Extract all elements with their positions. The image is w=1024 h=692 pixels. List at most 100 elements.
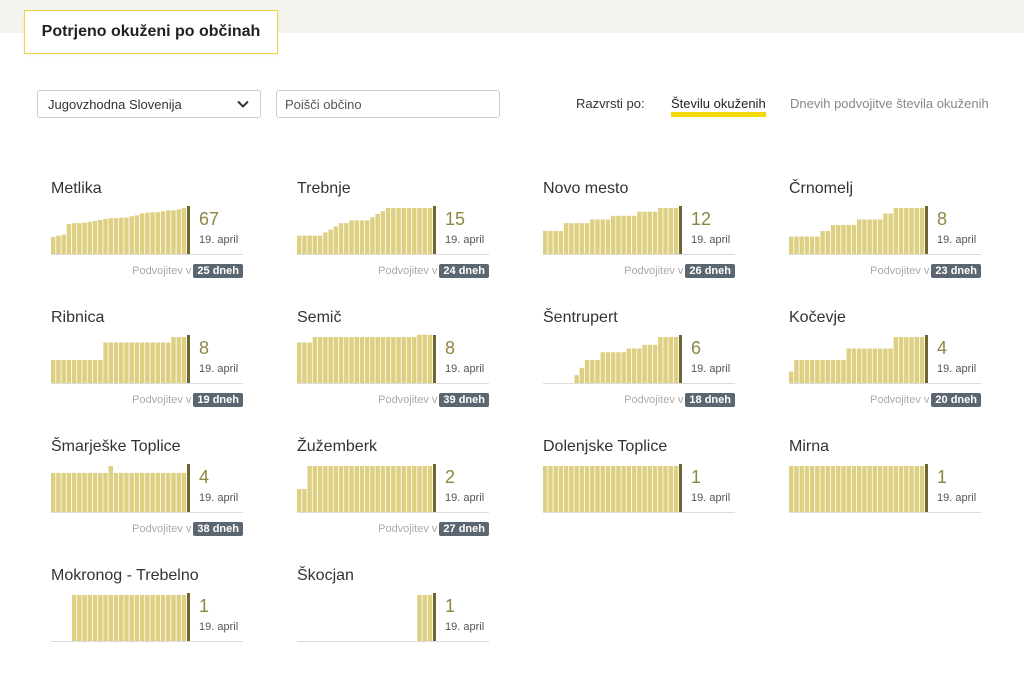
municipality-name: Dolenjske Toplice [543,438,668,455]
chart-bar [616,466,621,512]
chart-bar [401,466,407,512]
chart-bar [584,223,590,254]
chart-bar [794,236,799,254]
municipality-card: Črnomelj 8 19. april Podvojitev v 23 dneh [789,180,981,305]
chart-bar [297,235,302,254]
chart-bar [820,466,825,512]
chart-bar [883,348,888,383]
chart-bar [87,221,93,254]
chart-bar [637,211,642,254]
chart-bar [307,342,312,383]
chart-bar [51,360,56,383]
chart-bar [375,337,380,383]
chart-current-marker [433,335,436,383]
chart-bar [108,466,113,512]
chart-bar [150,472,155,512]
chart-bar [412,337,417,383]
chart-bar [406,208,412,254]
chart-bar [317,235,323,254]
chart-bar [155,342,161,383]
chart-bar [56,472,61,512]
trend-chart [51,593,243,642]
chart-bar [365,220,370,254]
sort-option-cases[interactable]: Številu okuženih [671,96,766,117]
chart-bar [61,360,66,383]
chart-bar [825,360,831,383]
sort-option-doubling[interactable]: Dnevih podvojitve števila okuženih [790,96,989,111]
chart-bar [595,219,600,254]
chart-bar [92,472,98,512]
chart-bar [312,235,318,254]
chart-bar [422,334,427,383]
chart-bar [611,215,616,254]
municipality-name: Trebnje [297,180,351,197]
chart-bar [820,231,825,254]
chart-bar [799,466,804,512]
chart-bar [66,472,72,512]
chart-bar [663,337,668,383]
municipality-name: Kočevje [789,309,846,326]
chart-bar [663,208,668,254]
chart-bar [830,225,836,254]
chart-bar [825,231,831,254]
chart-bar [652,344,658,383]
chart-bar [82,595,87,641]
chart-bar [883,466,888,512]
doubling-info: Podvojitev v 25 dneh [132,264,243,278]
chart-bar [825,466,831,512]
chart-bar [642,466,647,512]
chart-bar [370,217,375,254]
chart-current-marker [679,206,682,254]
chart-bar [898,208,904,254]
chart-bar [872,219,878,254]
chart-bar [427,595,433,641]
chart-current-marker [187,206,190,254]
doubling-badge: 19 dneh [193,393,243,407]
chart-bar [344,337,349,383]
chart-bar [385,208,391,254]
case-date: 19. april [937,492,977,504]
case-date: 19. april [445,363,485,375]
chart-bar [877,219,883,254]
chart-bar [611,352,616,383]
chart-bar [626,215,632,254]
chart-bar [145,472,150,512]
chart-bar [846,466,851,512]
chart-bar [297,342,302,383]
chart-bar [87,472,93,512]
chart-bar [794,360,799,383]
chart-bar [139,472,145,512]
trend-chart [297,464,489,513]
chart-bar [652,466,658,512]
chart-bar [92,360,98,383]
chart-bar [877,466,883,512]
chart-bar [396,466,401,512]
chart-bar [563,466,569,512]
chart-bar [87,595,93,641]
search-input[interactable] [276,90,500,118]
doubling-info: Podvojitev v 38 dneh [132,522,243,536]
chart-bar [71,472,77,512]
chart-bar [119,342,124,383]
chart-bar [605,219,611,254]
municipality-name: Šentrupert [543,309,618,326]
chart-bar [171,472,176,512]
chart-bar [385,466,391,512]
chart-bar [354,337,359,383]
chart-bar [862,219,867,254]
region-select[interactable]: Jugovzhodna Slovenija [37,90,261,118]
chart-bar [338,223,344,254]
chart-bar [139,213,145,254]
chart-bar [830,360,836,383]
case-date: 19. april [445,492,485,504]
chart-bar [605,352,611,383]
sort-label: Razvrsti po: [576,96,645,111]
chart-bar [642,211,647,254]
chart-bar [391,466,396,512]
chart-bar [333,226,339,254]
doubling-label: Podvojitev v [624,394,684,406]
chart-bar [328,229,333,254]
chart-bar [129,472,134,512]
chart-bar [862,348,867,383]
